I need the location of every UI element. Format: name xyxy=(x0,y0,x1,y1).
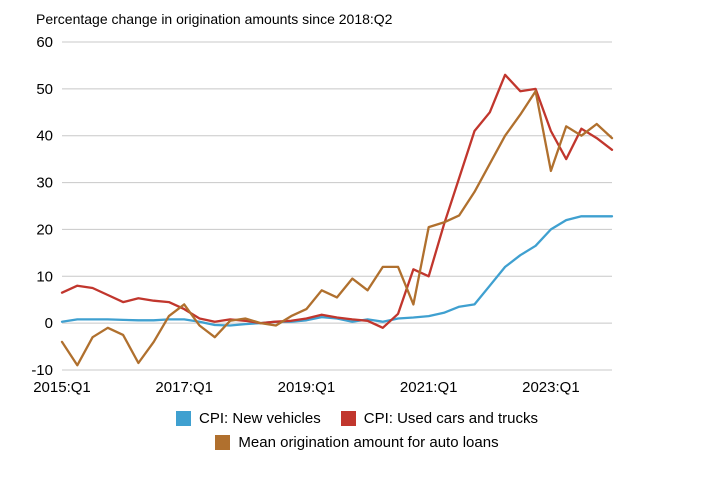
svg-text:50: 50 xyxy=(36,81,53,98)
svg-text:60: 60 xyxy=(36,34,53,51)
svg-text:2023:Q1: 2023:Q1 xyxy=(522,379,580,396)
svg-text:-10: -10 xyxy=(31,362,53,379)
svg-text:0: 0 xyxy=(45,315,53,332)
legend-item-mean-origination: Mean origination amount for auto loans xyxy=(215,434,499,451)
svg-text:10: 10 xyxy=(36,268,53,285)
svg-text:40: 40 xyxy=(36,128,53,145)
legend-label-mean-origination: Mean origination amount for auto loans xyxy=(238,434,499,451)
chart-title: Percentage change in origination amounts… xyxy=(36,11,393,27)
svg-text:2019:Q1: 2019:Q1 xyxy=(278,379,336,396)
legend-swatch-used-cars-icon xyxy=(340,411,356,426)
svg-text:2017:Q1: 2017:Q1 xyxy=(155,379,213,396)
legend-item-cpi-used-cars: CPI: Used cars and trucks xyxy=(340,410,538,427)
legend-label-used-cars: CPI: Used cars and trucks xyxy=(363,410,538,427)
legend-row-2: Mean origination amount for auto loans xyxy=(215,434,499,451)
legend-swatch-mean-origination-icon xyxy=(215,435,231,450)
chart-legend: CPI: New vehicles CPI: Used cars and tru… xyxy=(0,410,714,451)
legend-swatch-new-vehicles-icon xyxy=(176,411,192,426)
legend-row-1: CPI: New vehicles CPI: Used cars and tru… xyxy=(176,410,538,427)
svg-text:20: 20 xyxy=(36,221,53,238)
svg-text:30: 30 xyxy=(36,175,53,192)
svg-text:2015:Q1: 2015:Q1 xyxy=(33,379,91,396)
line-chart: -10 0 10 20 30 40 50 60 2015:Q1 2017:Q1 2019:Q1 202… xyxy=(31,34,614,396)
svg-text:2021:Q1: 2021:Q1 xyxy=(400,379,458,396)
legend-label-new-vehicles: CPI: New vehicles xyxy=(199,410,321,427)
legend-item-cpi-new-vehicles: CPI: New vehicles xyxy=(176,410,321,427)
